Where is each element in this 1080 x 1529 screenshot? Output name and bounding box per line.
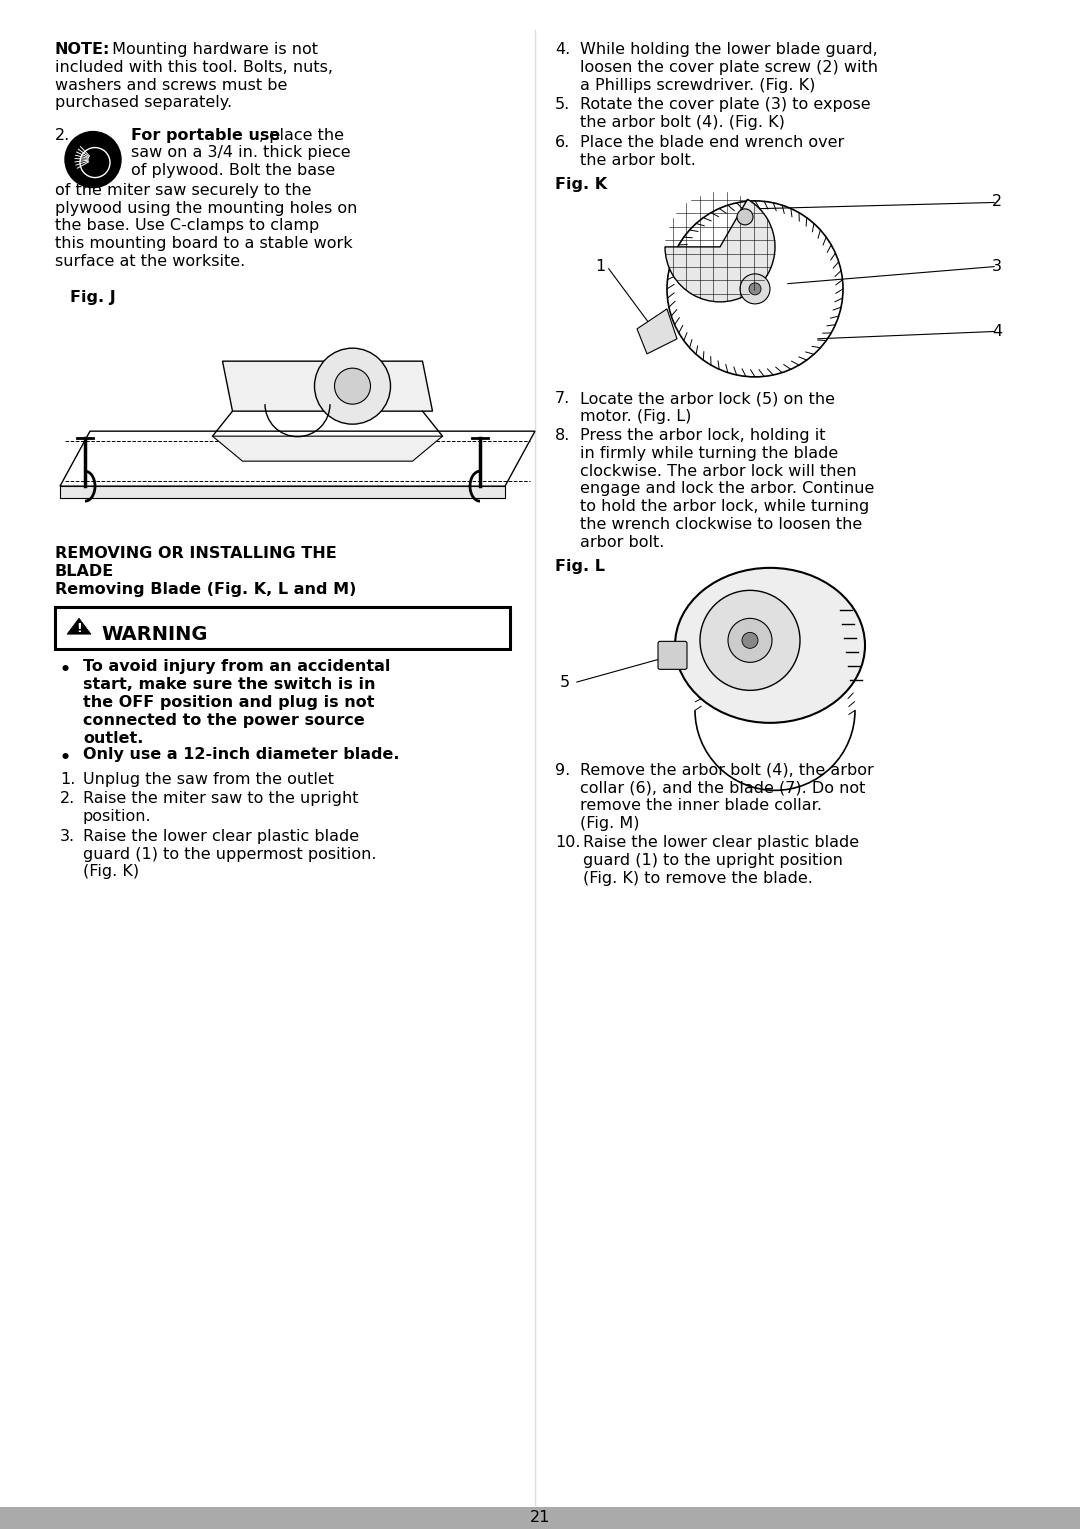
Text: , place the: , place the — [259, 127, 345, 142]
Text: of the miter saw securely to the: of the miter saw securely to the — [55, 183, 311, 197]
Text: Fig. K: Fig. K — [555, 177, 607, 193]
Circle shape — [740, 274, 770, 304]
Text: the wrench clockwise to loosen the: the wrench clockwise to loosen the — [580, 517, 862, 532]
Text: To avoid injury from an accidental: To avoid injury from an accidental — [83, 659, 390, 674]
Text: BLADE: BLADE — [55, 564, 114, 579]
Text: (Fig. K): (Fig. K) — [83, 864, 139, 879]
Text: a Phillips screwdriver. (Fig. K): a Phillips screwdriver. (Fig. K) — [580, 78, 815, 93]
Text: Only use a 12-inch diameter blade.: Only use a 12-inch diameter blade. — [83, 746, 400, 761]
Text: purchased separately.: purchased separately. — [55, 95, 232, 110]
Text: arbor bolt.: arbor bolt. — [580, 535, 664, 550]
Text: 4.: 4. — [555, 41, 570, 57]
Text: Fig. J: Fig. J — [70, 291, 116, 304]
FancyBboxPatch shape — [0, 1508, 1080, 1529]
Text: (Fig. K) to remove the blade.: (Fig. K) to remove the blade. — [583, 870, 813, 885]
Text: 5.: 5. — [555, 98, 570, 112]
Text: guard (1) to the uppermost position.: guard (1) to the uppermost position. — [83, 847, 377, 862]
Text: 2: 2 — [991, 194, 1002, 209]
Text: 21: 21 — [530, 1511, 550, 1526]
Text: (Fig. M): (Fig. M) — [580, 816, 639, 832]
Text: Rotate the cover plate (3) to expose: Rotate the cover plate (3) to expose — [580, 98, 870, 112]
Text: 9.: 9. — [555, 763, 570, 778]
Text: 4: 4 — [991, 324, 1002, 339]
Polygon shape — [60, 431, 535, 486]
Polygon shape — [67, 618, 91, 635]
Polygon shape — [637, 309, 677, 353]
Text: Remove the arbor bolt (4), the arbor: Remove the arbor bolt (4), the arbor — [580, 763, 874, 778]
Text: 8.: 8. — [555, 428, 570, 443]
Text: 3.: 3. — [60, 829, 76, 844]
Text: While holding the lower blade guard,: While holding the lower blade guard, — [580, 41, 878, 57]
Text: remove the inner blade collar.: remove the inner blade collar. — [580, 798, 822, 813]
Text: Raise the lower clear plastic blade: Raise the lower clear plastic blade — [83, 829, 360, 844]
Text: 2.: 2. — [55, 127, 70, 142]
Text: Fig. L: Fig. L — [555, 560, 605, 573]
Circle shape — [728, 618, 772, 662]
Text: Mounting hardware is not: Mounting hardware is not — [107, 41, 318, 57]
Text: 2.: 2. — [60, 792, 76, 806]
Text: engage and lock the arbor. Continue: engage and lock the arbor. Continue — [580, 482, 875, 497]
Text: 5: 5 — [561, 676, 570, 691]
Text: to hold the arbor lock, while turning: to hold the arbor lock, while turning — [580, 500, 869, 514]
Text: start, make sure the switch is in: start, make sure the switch is in — [83, 677, 376, 693]
Text: 3: 3 — [993, 258, 1002, 274]
Text: outlet.: outlet. — [83, 731, 144, 746]
Circle shape — [700, 590, 800, 691]
Text: the arbor bolt (4). (Fig. K): the arbor bolt (4). (Fig. K) — [580, 115, 785, 130]
FancyBboxPatch shape — [658, 641, 687, 670]
Text: 10.: 10. — [555, 835, 581, 850]
Text: of plywood. Bolt the base: of plywood. Bolt the base — [131, 164, 335, 179]
Text: the base. Use C-clamps to clamp: the base. Use C-clamps to clamp — [55, 219, 320, 234]
Text: included with this tool. Bolts, nuts,: included with this tool. Bolts, nuts, — [55, 60, 333, 75]
Text: saw on a 3/4 in. thick piece: saw on a 3/4 in. thick piece — [131, 145, 351, 161]
Text: plywood using the mounting holes on: plywood using the mounting holes on — [55, 200, 357, 216]
FancyBboxPatch shape — [55, 607, 510, 648]
Text: 7.: 7. — [555, 391, 570, 407]
Text: collar (6), and the blade (7). Do not: collar (6), and the blade (7). Do not — [580, 781, 865, 795]
Text: loosen the cover plate screw (2) with: loosen the cover plate screw (2) with — [580, 60, 878, 75]
Text: •: • — [60, 749, 71, 768]
Polygon shape — [213, 436, 443, 462]
Text: Removing Blade (Fig. K, L and M): Removing Blade (Fig. K, L and M) — [55, 583, 356, 596]
Text: For portable use: For portable use — [131, 127, 280, 142]
Text: WARNING: WARNING — [102, 625, 207, 644]
Circle shape — [335, 368, 370, 404]
Circle shape — [667, 200, 843, 376]
Text: Raise the lower clear plastic blade: Raise the lower clear plastic blade — [583, 835, 859, 850]
Text: washers and screws must be: washers and screws must be — [55, 78, 287, 93]
Text: Locate the arbor lock (5) on the: Locate the arbor lock (5) on the — [580, 391, 835, 407]
Text: motor. (Fig. L): motor. (Fig. L) — [580, 410, 691, 424]
Text: the arbor bolt.: the arbor bolt. — [580, 153, 696, 168]
Text: connected to the power source: connected to the power source — [83, 713, 365, 728]
Text: NOTE:: NOTE: — [55, 41, 110, 57]
Text: Place the blade end wrench over: Place the blade end wrench over — [580, 135, 845, 150]
Polygon shape — [60, 486, 505, 498]
Text: clockwise. The arbor lock will then: clockwise. The arbor lock will then — [580, 463, 856, 479]
Wedge shape — [665, 199, 775, 301]
Circle shape — [742, 633, 758, 648]
Text: surface at the worksite.: surface at the worksite. — [55, 254, 245, 269]
Text: Press the arbor lock, holding it: Press the arbor lock, holding it — [580, 428, 825, 443]
Text: !: ! — [76, 622, 82, 635]
Text: the OFF position and plug is not: the OFF position and plug is not — [83, 696, 375, 709]
Text: REMOVING OR INSTALLING THE: REMOVING OR INSTALLING THE — [55, 546, 337, 561]
Circle shape — [750, 283, 761, 295]
Polygon shape — [222, 361, 432, 411]
Text: guard (1) to the upright position: guard (1) to the upright position — [583, 853, 842, 868]
Text: Raise the miter saw to the upright: Raise the miter saw to the upright — [83, 792, 359, 806]
Text: position.: position. — [83, 809, 151, 824]
Circle shape — [314, 349, 391, 424]
Ellipse shape — [675, 567, 865, 723]
Text: in firmly while turning the blade: in firmly while turning the blade — [580, 446, 838, 460]
Text: 1.: 1. — [60, 772, 76, 787]
Circle shape — [65, 131, 121, 188]
Text: •: • — [60, 662, 71, 679]
Text: this mounting board to a stable work: this mounting board to a stable work — [55, 237, 353, 251]
Circle shape — [737, 209, 753, 225]
Text: Unplug the saw from the outlet: Unplug the saw from the outlet — [83, 772, 334, 787]
Text: 6.: 6. — [555, 135, 570, 150]
Text: 1: 1 — [595, 258, 605, 274]
